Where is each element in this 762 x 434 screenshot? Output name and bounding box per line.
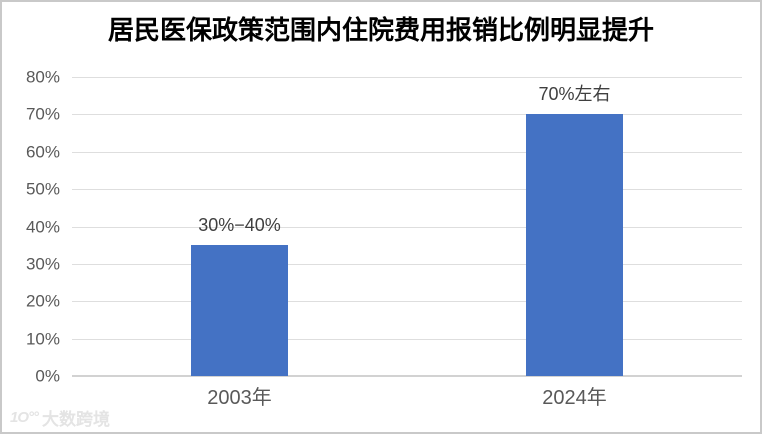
gridline-80: [72, 77, 742, 78]
gridline-40: [72, 226, 742, 228]
gridline-20: [72, 301, 742, 303]
y-axis-tick-label: 80%: [25, 67, 60, 87]
x-axis-category-label: 2003年: [207, 387, 272, 409]
gridline-0: [72, 375, 742, 377]
x-axis-category-label: 2024年: [542, 387, 607, 409]
y-axis-tick-label: 50%: [25, 179, 60, 199]
y-axis-tick-label: 40%: [25, 217, 60, 236]
y-axis-tick-label: 60%: [25, 142, 60, 162]
gridline-50: [72, 189, 742, 191]
bar-2003年: [191, 245, 288, 376]
y-axis-tick-label: 0%: [35, 366, 60, 386]
watermark: 1O°° 大数跨境: [10, 405, 110, 430]
gridline-10: [72, 338, 742, 340]
bar-value-label: 30%−40%: [198, 215, 281, 236]
gridline-30: [72, 263, 742, 265]
y-axis-tick-label: 70%: [25, 104, 60, 124]
y-axis-tick-label: 30%: [25, 254, 60, 274]
gridline-60: [72, 151, 742, 153]
watermark-text: 大数跨境: [42, 410, 111, 429]
y-axis-tick-label: 10%: [25, 329, 60, 349]
gridline-70: [72, 114, 742, 116]
bar-2024年: [526, 114, 623, 376]
watermark-logo-icon: 1O°°: [10, 409, 39, 426]
chart-title: 居民医保政策范围内住院费用报销比例明显提升: [107, 15, 654, 45]
y-axis-tick-label: 20%: [25, 291, 60, 311]
bar-value-label: 70%左右: [538, 84, 611, 105]
